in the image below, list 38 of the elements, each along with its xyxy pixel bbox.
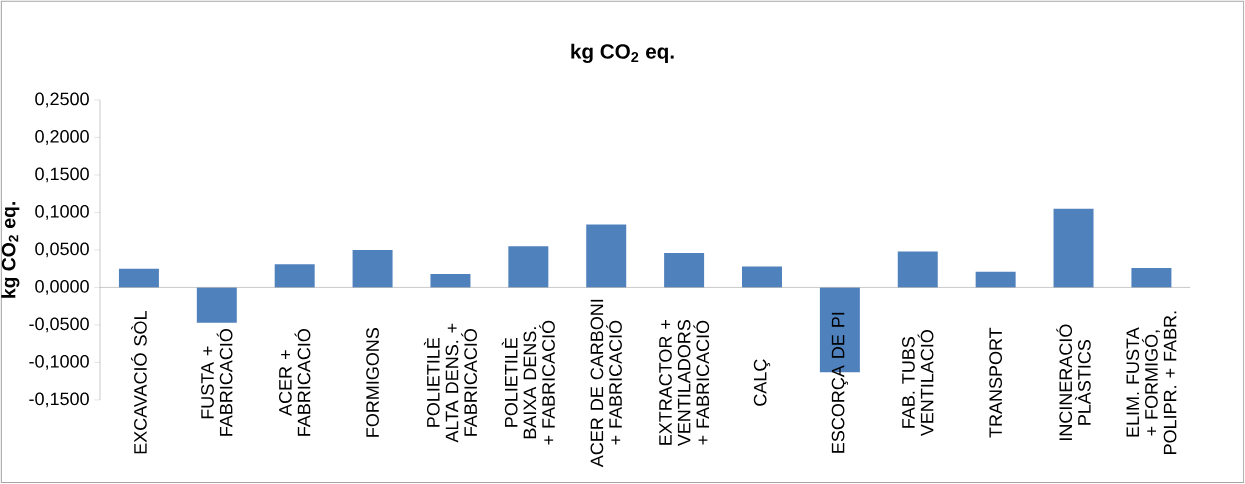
x-tick-label: INCINERACIÓ PLÀSTICS [1056,324,1091,441]
x-tick-label: POLIETILÈ ALTA DENS. + FABRICACIÓ [423,323,477,443]
y-tick-label: -0,0500 [29,317,89,333]
bar [897,251,938,288]
y-tick-label: 0,0500 [35,242,89,258]
y-axis-title: kg CO$_{2}$ eq. [1,202,20,298]
x-tick-label: POLIETILÈ BAIXA DENS. + FABRICACIÓ [501,320,555,445]
y-tick-label: 0,2500 [35,92,89,108]
chart-title: kg CO$_{2}$ eq. [571,43,674,64]
y-tick-label: -0,1500 [29,392,89,408]
x-tick-label: FORMIGONS [366,328,379,437]
x-tick-label: ACER + FABRICACIÓ [278,329,311,436]
x-tick-label: ELIM. FUSTA + FORMIGÓ, POLIPR. + FABR. [1126,311,1177,455]
x-tick-label: EXCAVACIÓ SÒL [131,311,147,454]
x-tick-label: EXTRACTOR + VENTILADORS + FABRICACIÓ [659,320,710,447]
x-tick-label: FAB. TUBS VENTILACIÓ [902,330,934,437]
x-tick-label: CALÇ [753,359,771,406]
bar [274,264,315,288]
bar [196,287,237,323]
bar [975,271,1016,288]
bar [430,273,471,288]
x-tick-label: ESCORÇA DE PI [831,312,849,453]
bar [586,224,627,288]
y-tick-label: 0,1500 [35,167,89,183]
bar [664,252,705,288]
bar [118,268,159,288]
bar [508,246,549,288]
x-tick-label: TRANSPORT [989,327,1003,438]
y-tick-label: 0,0000 [35,280,89,295]
y-tick-label: 0,2000 [35,130,89,145]
x-tick-label: FUSTA + FABRICACIÓ [201,329,233,436]
y-tick-label: 0,1000 [35,205,89,220]
bar [352,249,393,288]
x-tick-label: ACER DE CARBONI + FABRICACIÓ [590,299,622,468]
y-tick-label: -0,1000 [29,355,89,370]
bar [742,266,782,288]
bar [1131,267,1172,288]
bar [1053,208,1094,288]
